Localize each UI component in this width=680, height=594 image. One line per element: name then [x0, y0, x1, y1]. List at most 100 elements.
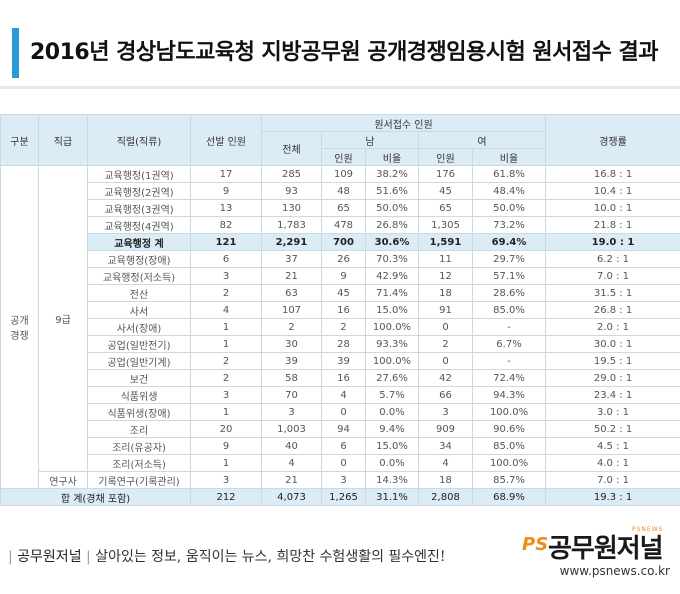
table-row: 조리(유공자) 9 40 6 15.0% 34 85.0% 4.5 : 1 [1, 437, 680, 455]
table-body: 공개 경쟁 9급 교육행정(1권역) 17 285 109 38.2% 176 61.8% 16.… [0, 165, 680, 506]
female-ratio-cell: - [471, 318, 547, 336]
footer-slogan: | 공무원저널 | 살아있는 정보, 움직이는 뉴스, 희망찬 수험생활의 필수… [8, 546, 446, 566]
title-area: 2016년 경상남도교육청 지방공무원 공개경쟁임용시험 원서접수 결과 [0, 0, 680, 89]
header-select: 선발 인원 [190, 114, 262, 166]
male-ratio-cell: 0.0% [365, 403, 419, 421]
select-cell: 1 [190, 335, 262, 353]
male-ratio-cell: 9.4% [365, 420, 419, 438]
total-total-cell: 4,073 [261, 488, 322, 506]
competition-cell: 4.0 : 1 [545, 454, 680, 472]
select-cell: 9 [190, 437, 262, 455]
logo-name: 공무원저널 [548, 534, 664, 564]
job-cell: 조리(저소득) [87, 454, 191, 472]
competition-cell: 3.0 : 1 [545, 403, 680, 421]
male-count-cell: 9 [321, 267, 366, 285]
job-cell: 교육행정(3권역) [87, 199, 191, 217]
total-cell: 107 [261, 301, 322, 319]
competition-cell: 19.5 : 1 [545, 352, 680, 370]
male-ratio-cell: 15.0% [365, 437, 419, 455]
job-cell: 사서 [87, 301, 191, 319]
female-count-cell: 66 [418, 386, 473, 404]
select-cell: 3 [190, 471, 262, 489]
job-cell: 교육행정(2권역) [87, 182, 191, 200]
table-row: 사서(장애) 1 2 2 100.0% 0-2.0 : 1 [1, 318, 680, 336]
division-cell: 공개 경쟁 [0, 165, 39, 489]
table-row: 교육행정(3권역) 13 130 65 50.0% 65 50.0% 10.0 : 1 [1, 199, 680, 217]
female-ratio-cell: 85.0% [471, 437, 547, 455]
select-cell: 82 [190, 216, 262, 234]
footer-separator: | [86, 549, 91, 565]
total-cell: 21 [261, 267, 322, 285]
job-cell: 공업(일반기계) [87, 352, 191, 370]
female-ratio-cell: 100.0% [471, 454, 547, 472]
female-count-cell: 176 [418, 165, 473, 183]
table-row: 보건 2 58 16 27.6% 42 72.4% 29.0 : 1 [1, 369, 680, 387]
results-table: 구분 직급 직렬(직류) 선발 인원 원서접수 인원 경쟁률 전체 남 여 인원… [0, 114, 680, 506]
table-row: 교육행정(장애) 6 37 26 70.3% 11 29.7% 6.2 : 1 [1, 250, 680, 268]
table-row: 교육행정 계 121 2,291 700 30.6% 1,591 69.4% 19.0 : 1 [1, 233, 680, 251]
male-ratio-cell: 42.9% [365, 267, 419, 285]
total-male-count-cell: 1,265 [321, 488, 366, 506]
male-count-cell: 26 [321, 250, 366, 268]
footer-separator: | [8, 549, 13, 565]
logo-ps-mark: PS [522, 534, 549, 555]
select-cell: 1 [190, 403, 262, 421]
total-cell: 3 [261, 403, 322, 421]
competition-cell: 26.8 : 1 [545, 301, 680, 319]
total-cell: 63 [261, 284, 322, 302]
male-ratio-cell: 15.0% [365, 301, 419, 319]
female-ratio-cell: 61.8% [471, 165, 547, 183]
select-cell: 1 [190, 454, 262, 472]
table-row: 공업(일반기계) 2 39 39 100.0% 0-19.5 : 1 [1, 352, 680, 370]
competition-cell: 21.8 : 1 [545, 216, 680, 234]
total-competition-cell: 19.3 : 1 [545, 488, 680, 506]
header-male: 남 [321, 131, 419, 149]
female-ratio-cell: 57.1% [471, 267, 547, 285]
header-grade: 직급 [38, 114, 88, 166]
female-count-cell: 1,591 [418, 233, 473, 251]
male-count-cell: 94 [321, 420, 366, 438]
footer-slogan-text: 살아있는 정보, 움직이는 뉴스, 희망찬 수험생활의 필수엔진! [95, 549, 446, 565]
competition-cell: 10.0 : 1 [545, 199, 680, 217]
job-cell: 교육행정(4권역) [87, 216, 191, 234]
male-ratio-cell: 50.0% [365, 199, 419, 217]
female-count-cell: 0 [418, 318, 473, 336]
female-count-cell: 0 [418, 352, 473, 370]
select-cell: 2 [190, 352, 262, 370]
competition-cell: 10.4 : 1 [545, 182, 680, 200]
female-count-cell: 3 [418, 403, 473, 421]
female-count-cell: 65 [418, 199, 473, 217]
male-ratio-cell: 30.6% [365, 233, 419, 251]
page-title: 2016년 경상남도교육청 지방공무원 공개경쟁임용시험 원서접수 결과 [30, 40, 659, 65]
select-cell: 9 [190, 182, 262, 200]
competition-cell: 50.2 : 1 [545, 420, 680, 438]
male-count-cell: 2 [321, 318, 366, 336]
total-cell: 1,783 [261, 216, 322, 234]
female-count-cell: 34 [418, 437, 473, 455]
header-total: 전체 [261, 131, 322, 166]
table-row: 교육행정(2권역) 9 93 48 51.6% 45 48.4% 10.4 : 1 [1, 182, 680, 200]
header-applicants: 원서접수 인원 [260, 114, 547, 132]
female-count-cell: 91 [418, 301, 473, 319]
select-cell: 4 [190, 301, 262, 319]
competition-cell: 29.0 : 1 [545, 369, 680, 387]
male-ratio-cell: 5.7% [365, 386, 419, 404]
male-count-cell: 109 [321, 165, 366, 183]
male-count-cell: 28 [321, 335, 366, 353]
select-cell: 3 [190, 267, 262, 285]
female-ratio-cell: 69.4% [471, 233, 547, 251]
table-row: 공개 경쟁 9급 교육행정(1권역) 17 285 109 38.2% 176 61.8% 16.… [0, 165, 680, 489]
competition-cell: 4.5 : 1 [545, 437, 680, 455]
male-count-cell: 16 [321, 301, 366, 319]
header-job: 직렬(직류) [87, 114, 191, 166]
female-ratio-cell: 90.6% [471, 420, 547, 438]
select-cell: 121 [190, 233, 262, 251]
competition-cell: 16.8 : 1 [545, 165, 680, 183]
male-ratio-cell: 14.3% [365, 471, 419, 489]
header-division: 구분 [0, 114, 39, 166]
total-row: 합 계(경채 포함) 212 4,073 1,265 31.1% 2,808 68.9% 19… [0, 488, 680, 506]
total-cell: 4 [261, 454, 322, 472]
header-female-ratio: 비율 [471, 148, 547, 166]
job-cell: 사서(장애) [87, 318, 191, 336]
header-male-count: 인원 [321, 148, 366, 166]
